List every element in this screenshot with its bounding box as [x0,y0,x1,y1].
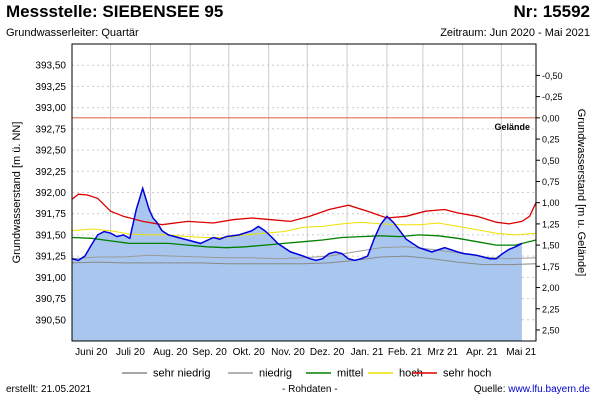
station-number: Nr: 15592 [513,2,590,21]
water-level-area [72,188,522,341]
x-tick-label: Mrz 21 [428,347,459,358]
y-tick-right: 2,00 [542,283,560,293]
y-tick-left: 392,25 [35,167,66,178]
created-date: 21.05.2021 [41,384,92,395]
legend-label: hoch [399,368,423,380]
legend: sehr niedrig niedrig mittel hoch sehr hoch [122,368,491,380]
x-tick-label: Apr. 21 [466,347,498,358]
x-tick-label: Mai 21 [506,347,536,358]
y-tick-right: 0,00 [542,113,560,123]
y-axis-title-left: Grundwasserstand [m ü. NN] [11,122,23,264]
created-label: erstellt: [6,384,39,395]
y-tick-right: 1,75 [542,262,560,272]
x-tick-label: Sep. 20 [192,347,227,358]
y-tick-left: 391,75 [35,209,66,220]
x-tick-label: Juli 20 [116,347,145,358]
y-tick-right: 1,50 [542,241,560,251]
series-sehr-hoch [71,193,537,226]
y-tick-right: -0,25 [542,92,563,102]
y-tick-right: 1,25 [542,219,560,229]
station-title: Messstelle: SIEBENSEE 95 [6,2,224,21]
y-tick-left: 391,00 [35,273,66,284]
plot-frame [71,43,537,342]
period-label: Zeitraum: Jun 2020 - Mai 2021 [440,27,590,39]
series-sehr-niedrig [71,255,537,266]
y-tick-left: 393,00 [35,103,66,114]
y-tick-left: 391,50 [35,230,66,241]
created-info: erstellt: 21.05.2021 [6,384,91,395]
ground-level-label: Gelände [494,122,530,132]
y-tick-right: 1,00 [542,198,560,208]
series-lines: Gelände [71,117,537,266]
y-tick-left: 390,75 [35,294,66,305]
water-level-fill [72,188,522,341]
y-tick-left: 391,25 [35,252,66,263]
y-tick-right: -0,50 [542,71,563,81]
legend-label: sehr niedrig [153,368,210,380]
y-tick-right: 0,25 [542,135,560,145]
y-tick-left: 393,50 [35,61,66,72]
x-tick-label: Aug. 20 [153,347,188,358]
x-tick-label: Feb. 21 [388,347,422,358]
source-info: Quelle: www.lfu.bayern.de [474,384,590,395]
y-tick-right: 2,50 [542,325,560,335]
aquifer-label: Grundwasserleiter: Quartär [6,27,139,39]
y-tick-left: 393,25 [35,82,66,93]
series-rohdaten [71,185,523,262]
x-tick-label: Jan. 21 [351,347,384,358]
y-tick-left: 392,50 [35,146,66,157]
raw-data-label: - Rohdaten - [282,384,338,395]
series-niedrig [71,246,537,260]
series-mittel [71,234,537,249]
y-tick-right: 0,75 [542,177,560,187]
legend-label: niedrig [259,368,292,380]
source-link[interactable]: www.lfu.bayern.de [508,384,590,395]
y-tick-right: 0,50 [542,156,560,166]
y-tick-left: 390,50 [35,315,66,326]
x-tick-label: Okt. 20 [233,347,266,358]
legend-label: mittel [337,368,363,380]
x-tick-label: Juni 20 [75,347,108,358]
legend-label: sehr hoch [443,368,491,380]
axes: 390,50 390,75 391,00 391,25 391,50 391,75 392,… [11,43,587,358]
x-tick-label: Dez. 20 [310,347,345,358]
y-axis-title-right: Grundwasserstand [m u. Gelände] [575,109,587,277]
series-hoch [71,221,537,238]
x-tick-label: Nov. 20 [271,347,305,358]
y-tick-left: 392,00 [35,188,66,199]
source-label: Quelle: [473,384,506,395]
y-tick-right: 2,25 [542,304,560,314]
y-tick-left: 392,75 [35,124,66,135]
